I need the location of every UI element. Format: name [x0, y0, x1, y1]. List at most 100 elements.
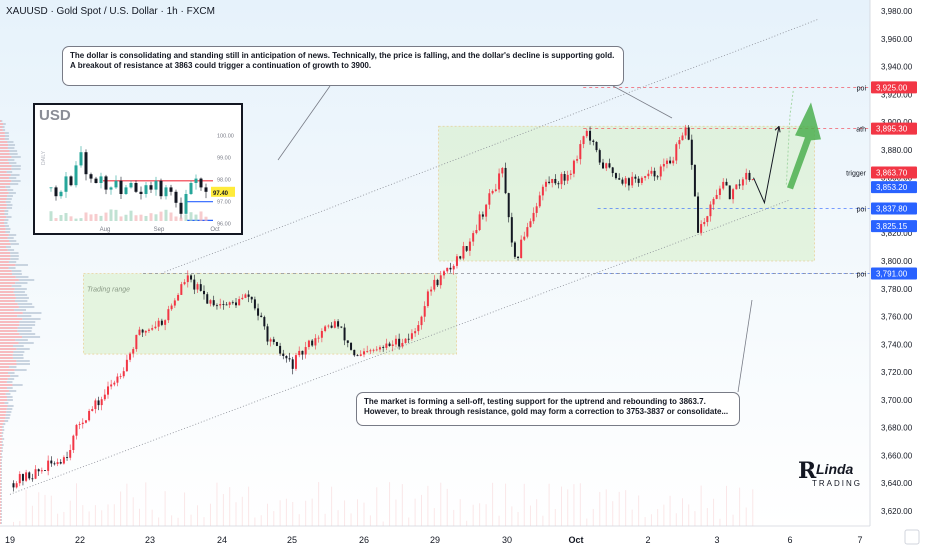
- volume-profile-bar-red: [0, 471, 2, 473]
- volume-profile-bar-red: [0, 288, 15, 290]
- volume-profile-bar-red: [0, 333, 20, 335]
- volume-bar: [38, 492, 40, 526]
- volume-profile-bar-red: [0, 399, 8, 401]
- candle-up: [665, 160, 668, 164]
- volume-profile-bar-red: [0, 435, 2, 437]
- candle-down: [141, 329, 144, 333]
- x-tick-label: 25: [287, 535, 297, 545]
- volume-profile-bar-grey: [11, 156, 21, 158]
- inset-last-price-box: [211, 186, 235, 197]
- y-tick-label: 3,820.00: [881, 229, 913, 238]
- candle-up: [404, 338, 407, 343]
- candle-down: [725, 181, 728, 186]
- candle-down: [311, 340, 314, 346]
- candle-up: [72, 435, 75, 451]
- projection-path: [753, 126, 780, 205]
- inset-volume-bar: [89, 214, 93, 221]
- volume-profile-bar-red: [0, 492, 2, 494]
- inset-candle-down: [169, 187, 173, 192]
- price-label-box: [871, 122, 917, 135]
- candle-up: [177, 294, 180, 301]
- x-tick-label: 2: [645, 535, 650, 545]
- candle-up: [715, 194, 718, 199]
- candle-up: [320, 331, 323, 338]
- volume-bar: [752, 489, 754, 526]
- candle-down: [97, 400, 100, 406]
- candle-up: [498, 173, 501, 190]
- inset-y-tick: 96.00: [217, 222, 231, 228]
- candle-up: [478, 214, 481, 231]
- candle-down: [738, 184, 741, 186]
- inset-candle-down: [204, 187, 208, 192]
- volume-bar: [145, 482, 147, 526]
- candle-up: [455, 256, 458, 266]
- volume-bar: [363, 502, 365, 526]
- volume-profile-bar-grey: [10, 252, 19, 254]
- bullish-arrow: [787, 102, 821, 190]
- candle-up: [662, 163, 665, 167]
- candle-down: [275, 341, 278, 346]
- volume-profile-bar-red: [0, 357, 13, 359]
- candle-up: [91, 409, 94, 411]
- volume-bar: [663, 504, 665, 526]
- candle-up: [56, 462, 59, 465]
- candle-up: [164, 320, 167, 325]
- symbol-title[interactable]: XAUUSD · Gold Spot / U.S. Dollar · 1h · …: [6, 6, 215, 17]
- candle-down: [250, 296, 253, 300]
- volume-profile-bar-grey: [1, 501, 2, 503]
- candle-up: [144, 330, 147, 333]
- inset-candle-up: [114, 180, 118, 188]
- inset-volume-bar: [189, 212, 193, 221]
- candle-up: [659, 166, 662, 177]
- candle-down: [697, 196, 700, 233]
- usd-inset-plot: 100.00 99.00 98.00 97.00 96.00 Aug Sep Oct DAILY…: [41, 134, 235, 233]
- candle-up: [307, 340, 310, 348]
- volume-profile-bar-red: [0, 210, 5, 212]
- candle-up: [430, 289, 433, 292]
- volume-profile-bar-grey: [1, 120, 3, 122]
- y-tick-label: 3,640.00: [881, 479, 913, 488]
- candle-up: [433, 279, 436, 290]
- candle-up: [423, 306, 426, 317]
- volume-profile-bar-grey: [8, 144, 16, 146]
- volume-profile-bar-grey: [4, 222, 8, 224]
- candle-up: [75, 424, 78, 436]
- inset-x-tick: Aug: [100, 227, 111, 233]
- candle-up: [107, 386, 109, 395]
- volume-profile-bar-grey: [4, 402, 9, 404]
- inset-volume-bar: [69, 216, 73, 221]
- volume-bar: [369, 515, 371, 526]
- y-tick-label: 3,660.00: [881, 451, 913, 460]
- candle-down: [598, 150, 601, 163]
- candle-up: [722, 181, 725, 189]
- y-tick-label: 3,960.00: [881, 35, 913, 44]
- volume-profile-bar-grey: [2, 438, 5, 440]
- volume-profile-bar-grey: [7, 237, 14, 239]
- volume-profile-bar-grey: [1, 432, 4, 434]
- candle-down: [343, 327, 346, 341]
- candle-down: [618, 178, 621, 180]
- candle-up: [579, 144, 582, 160]
- volume-profile-bar-grey: [14, 294, 28, 296]
- volume-profile-bar-grey: [7, 147, 15, 149]
- volume-profile-bar-grey: [9, 162, 17, 164]
- volume-profile-bar-red: [0, 387, 7, 389]
- volume-bar: [331, 486, 333, 526]
- inset-volume-bar: [109, 209, 113, 221]
- candle-down: [301, 350, 304, 355]
- volume-bar: [63, 511, 65, 526]
- candle-up: [78, 424, 81, 425]
- candle-up: [475, 230, 478, 234]
- candle-up: [333, 321, 336, 328]
- volume-profile-bar-grey: [12, 384, 23, 386]
- volume-profile-bar-red: [0, 291, 14, 293]
- inset-volume-bar: [54, 218, 58, 221]
- inset-candle-down: [84, 152, 88, 175]
- volume-profile-bar-red: [0, 162, 10, 164]
- volume-profile-bar-grey: [18, 306, 35, 308]
- channel-lower-line: [9, 199, 791, 495]
- volume-bar: [669, 495, 671, 526]
- candle-down: [282, 353, 285, 356]
- candle-down: [589, 130, 592, 141]
